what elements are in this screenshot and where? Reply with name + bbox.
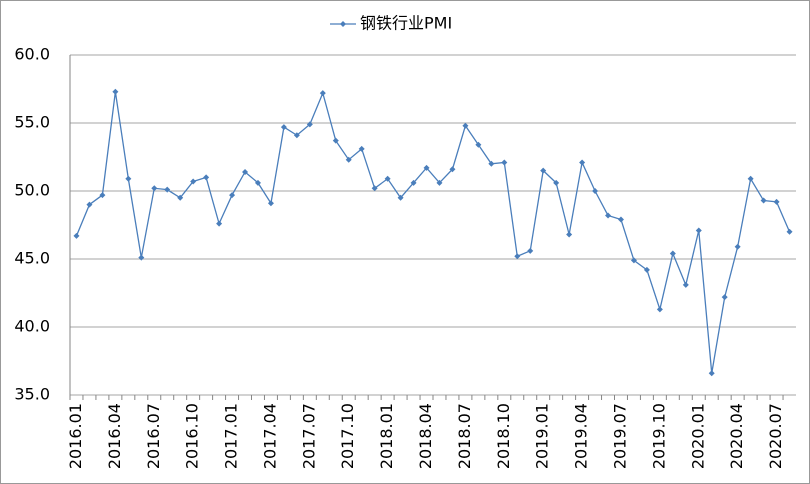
x-tick-label: 2018.01 [377,403,396,469]
point-marker [501,159,508,166]
y-tick-label: 55.0 [14,113,50,132]
point-marker [112,88,119,95]
x-tick-label: 2018.07 [455,403,474,469]
point-marker [216,220,223,227]
point-marker [436,179,443,186]
point-marker [345,156,352,163]
point-marker [617,216,624,223]
point-marker [306,121,313,128]
point-marker [254,179,261,186]
point-marker [579,159,586,166]
point-marker [371,185,378,192]
x-tick-label: 2017.07 [299,403,318,469]
point-marker [553,179,560,186]
point-marker [669,250,676,257]
point-marker [760,197,767,204]
point-marker [99,192,106,199]
point-marker [475,141,482,148]
y-tick-label: 35.0 [14,385,50,404]
x-tick-label: 2020.04 [727,403,746,469]
point-marker [605,212,612,219]
point-marker [682,281,689,288]
point-marker [708,370,715,377]
point-marker [540,167,547,174]
x-tick-label: 2016.04 [105,403,124,469]
x-tick-label: 2018.04 [416,403,435,469]
x-tick-label: 2019.01 [533,403,552,469]
x-tick-label: 2016.10 [183,403,202,469]
point-marker [203,174,210,181]
point-marker [410,179,417,186]
point-marker [514,253,521,260]
point-marker [592,188,599,194]
y-tick-label: 50.0 [14,181,50,200]
point-marker [397,194,404,201]
point-marker [86,201,93,208]
legend-marker [340,21,346,27]
point-marker [566,231,573,238]
point-marker [190,178,197,185]
x-tick-label: 2020.07 [766,403,785,469]
x-tick-label: 2017.04 [260,403,279,469]
x-tick-label: 2018.10 [494,403,513,469]
x-tick-label: 2019.07 [610,403,629,469]
x-tick-label: 2017.10 [338,403,357,469]
point-marker [449,166,456,173]
point-marker [695,227,702,234]
point-marker [319,90,326,97]
point-marker [358,145,365,152]
x-tick-label: 2020.01 [688,403,707,469]
point-marker [151,185,158,192]
point-marker [280,124,287,131]
point-marker [332,137,339,144]
point-marker [747,175,754,182]
point-marker [423,164,430,171]
point-marker [177,194,184,201]
point-marker [630,257,637,264]
x-tick-label: 2016.07 [144,403,163,469]
point-marker [267,200,274,207]
point-marker [242,168,249,175]
point-marker [73,232,80,239]
point-marker [643,266,650,273]
point-marker [125,175,132,182]
point-marker [656,306,663,313]
point-marker [734,243,741,250]
point-marker [462,122,469,129]
y-tick-label: 45.0 [14,249,50,268]
point-marker [229,192,236,199]
y-tick-label: 40.0 [14,317,50,336]
point-marker [164,186,171,193]
point-marker [721,294,728,301]
point-marker [773,198,780,205]
y-tick-label: 60.0 [14,45,50,64]
x-tick-label: 2019.04 [572,403,591,469]
point-marker [488,160,495,167]
legend-label: 钢铁行业PMI [360,14,452,33]
x-tick-label: 2019.10 [649,403,668,469]
x-tick-label: 2016.01 [66,403,85,469]
point-marker [293,132,300,139]
point-marker [138,254,145,261]
point-marker [527,247,534,254]
point-marker [786,228,793,235]
x-tick-label: 2017.01 [222,403,241,469]
point-marker [384,175,391,182]
